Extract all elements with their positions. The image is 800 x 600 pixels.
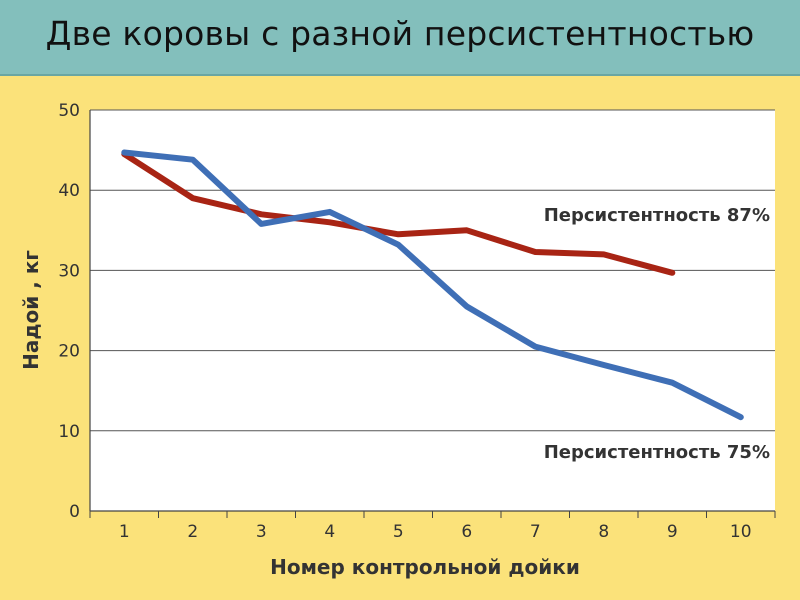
series-labels: Персистентность 87% Персистентность 75% <box>544 205 770 463</box>
title-bar: Две коровы с разной персистентностью <box>0 0 800 76</box>
x-tick-label: 1 <box>119 522 130 542</box>
y-tick-label: 50 <box>58 101 80 121</box>
x-tick-label: 8 <box>598 522 609 542</box>
series-label-1: Персистентность 87% <box>544 205 770 226</box>
y-tick-label: 10 <box>58 422 80 442</box>
x-tick-label: 2 <box>187 522 198 542</box>
series-label-2: Персистентность 75% <box>544 442 770 463</box>
x-axis-title: Номер контрольной дойки <box>270 555 580 579</box>
series-line-2 <box>121 149 744 421</box>
x-tick-label: 7 <box>530 522 541 542</box>
x-tick-label: 5 <box>393 522 404 542</box>
slide-title: Две коровы с разной персистентностью <box>45 14 755 53</box>
y-tick-label: 20 <box>58 342 80 362</box>
x-tick-label: 4 <box>324 522 335 542</box>
y-axis-title: Надой , кг <box>19 250 43 370</box>
x-tick-label: 3 <box>256 522 267 542</box>
series-lines <box>121 149 744 421</box>
grid-lines <box>90 109 775 432</box>
series-line-1 <box>121 151 676 276</box>
y-tick-label: 30 <box>58 261 80 281</box>
y-tick-label: 40 <box>58 181 80 201</box>
x-tick-label: 9 <box>667 522 678 542</box>
x-tick-label: 10 <box>730 522 752 542</box>
y-tick-label: 0 <box>69 502 80 522</box>
x-tick-label: 6 <box>461 522 472 542</box>
plot-area <box>90 110 775 511</box>
axes: 0 10 20 30 40 50 1 2 3 4 5 6 7 8 9 10 <box>58 101 776 542</box>
